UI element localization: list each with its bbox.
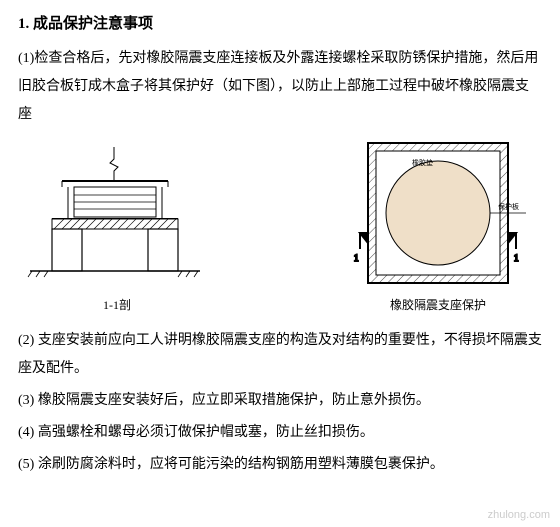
figure-left-caption: 1-1剖 [22,296,212,313]
paragraph-4: (4) 高强螺栓和螺母必须订做保护帽或塞，防止丝扣损伤。 [18,419,542,447]
figure-left: 1-1剖 [22,147,212,313]
svg-text:1: 1 [514,253,519,263]
paragraph-1: (1)检查合格后，先对橡胶隔震支座连接板及外露连接螺栓采取防锈保护措施，然后用旧… [18,45,542,129]
section-diagram [22,147,212,292]
paragraph-2: (2) 支座安装前应向工人讲明橡胶隔震支座的构造及对结构的重要性，不得损坏隔震支… [18,327,542,383]
figure-right: 橡胶垫 1 1 保护板 橡胶隔震支座保护 [338,137,538,313]
section-title: 1. 成品保护注意事项 [18,12,542,33]
svg-text:1: 1 [354,253,359,263]
paragraph-5: (5) 涂刷防腐涂料时，应将可能污染的结构钢筋用塑料薄膜包裹保护。 [18,451,542,479]
figure-row: 1-1剖 橡胶垫 [18,137,542,313]
svg-text:橡胶垫: 橡胶垫 [412,158,433,167]
figure-right-caption: 橡胶隔震支座保护 [338,296,538,313]
svg-text:保护板: 保护板 [498,202,519,211]
plan-diagram: 橡胶垫 1 1 保护板 [338,137,538,292]
paragraph-3: (3) 橡胶隔震支座安装好后，应立即采取措施保护，防止意外损伤。 [18,387,542,415]
watermark: zhulong.com [488,509,550,521]
